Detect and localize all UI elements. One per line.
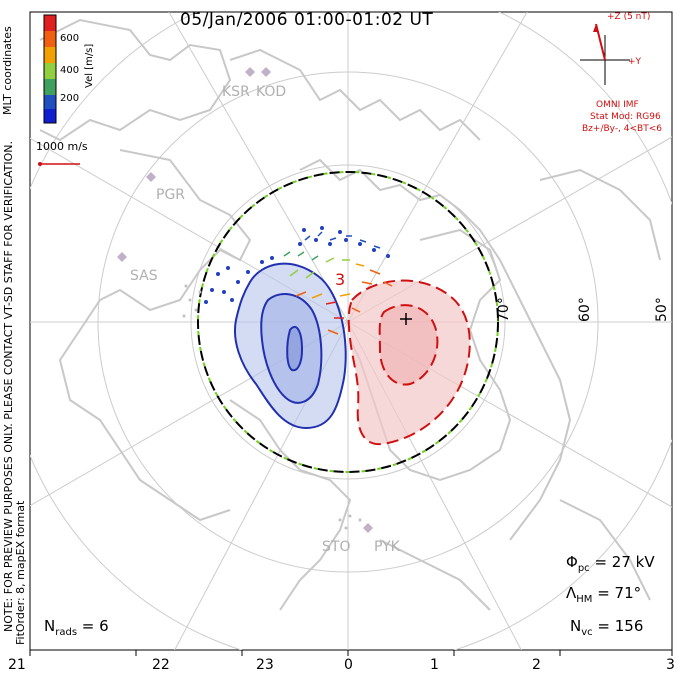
- colorbar-tick-400: 400: [60, 65, 80, 76]
- nrads-symbol: N: [44, 617, 56, 635]
- station-label-sas: SAS: [130, 268, 158, 284]
- station-markers: [117, 67, 373, 533]
- imf-plus-y: +Y: [628, 57, 642, 67]
- mlt-tick-0: 0: [344, 657, 353, 673]
- coastlines: [39, 18, 661, 611]
- imf-source: OMNI IMF: [596, 100, 639, 110]
- dusk-cell-inner: [286, 325, 304, 372]
- phi-value: = 27 kV: [589, 553, 655, 571]
- lambda-value: = 71°: [592, 584, 642, 602]
- plot-frame: [29, 11, 673, 651]
- mlt-tick-marks: [29, 650, 673, 656]
- phi-symbol: Φ: [566, 553, 578, 571]
- colorbar-tick-600: 600: [60, 33, 80, 44]
- coord-system-label: MLT coordinates: [1, 26, 14, 115]
- colorbar-label: Vel [m/s]: [84, 43, 95, 88]
- imf-condition: Bz+/By-, 4<BT<6: [582, 124, 662, 134]
- phi-subscript: pc: [577, 563, 590, 574]
- vector-scale-label: 1000 m/s: [36, 140, 88, 153]
- mlt-tick-23: 23: [256, 657, 274, 673]
- lat-label-60: 60°: [577, 297, 593, 322]
- station-label-kod: KOD: [256, 84, 287, 100]
- lambda-symbol: Λ: [566, 584, 577, 602]
- nvc-value: = 156: [592, 617, 644, 635]
- hmb-green: [197, 171, 499, 473]
- mlt-tick-3: 3: [666, 657, 675, 673]
- n-vc-stat: Nvc = 156: [570, 617, 643, 638]
- imf-vector-head: [593, 24, 599, 32]
- nrads-value: = 6: [77, 617, 109, 635]
- n-rads-stat: Nrads = 6: [44, 617, 109, 638]
- map-title: 05/Jan/2006 01:00-01:02 UT: [180, 10, 434, 30]
- mlt-tick-2: 2: [532, 657, 541, 673]
- nrads-subscript: rads: [55, 627, 78, 638]
- phi-pc-stat: Φpc = 27 kV: [566, 553, 655, 574]
- dawn-cell-inner: [378, 304, 439, 386]
- lambda-hm-stat: ΛHM = 71°: [566, 584, 641, 605]
- mlt-tick-1: 1: [430, 657, 439, 673]
- velocity-vectors: [283, 231, 393, 335]
- imf-stat-mod: Stat Mod: RG96: [590, 112, 661, 122]
- lat-label-50: 50°: [654, 297, 670, 322]
- contour-label: 3: [335, 270, 346, 289]
- station-label-pgr: PGR: [156, 187, 186, 203]
- lat-label-70: 70°: [496, 297, 512, 322]
- nvc-subscript: vc: [581, 627, 593, 638]
- vector-origin-dots: [204, 226, 390, 304]
- data-coverage-dots: [182, 284, 362, 530]
- station-label-ksr: KSR: [222, 84, 250, 100]
- station-label-pyk: PYK: [374, 539, 400, 555]
- mlt-tick-21: 21: [8, 657, 26, 673]
- nvc-symbol: N: [570, 617, 582, 635]
- colorbar: [43, 14, 57, 124]
- mlt-axis: 21 22 23 0 1 2 3: [0, 657, 680, 674]
- lambda-subscript: HM: [576, 594, 593, 605]
- station-label-sto: STO: [322, 539, 351, 555]
- colorbar-tick-200: 200: [60, 93, 80, 104]
- hmb-black: [197, 171, 499, 473]
- fit-order-note: FitOrder: 8, mapEX format: [14, 500, 27, 645]
- imf-plus-z: +Z (5 nT): [607, 12, 651, 22]
- vector-scale-origin: [38, 162, 42, 166]
- potential-max-marker: [400, 313, 412, 325]
- mlt-tick-22: 22: [152, 657, 170, 673]
